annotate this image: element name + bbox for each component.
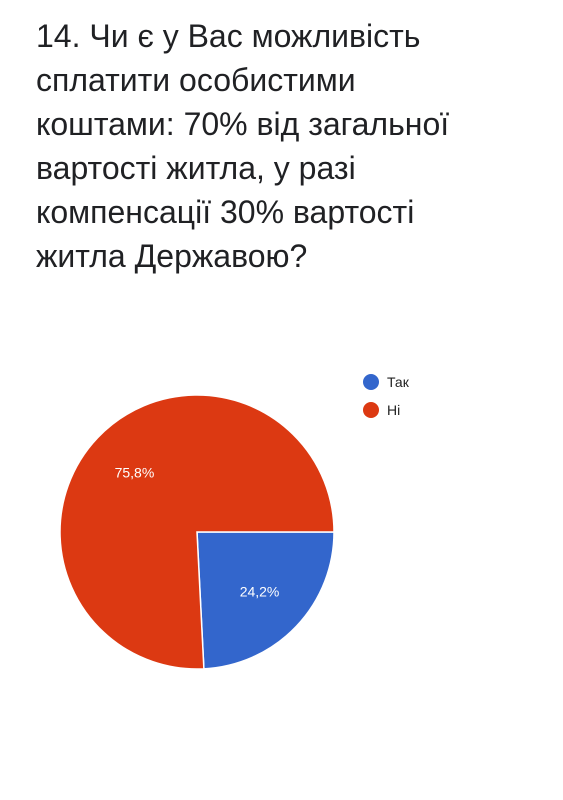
pie-slices: [59, 394, 335, 670]
question-line: житла Державою?: [36, 238, 308, 274]
pie-chart: 24,2% 75,8% Так Ні: [59, 374, 410, 670]
pie-slice-label: 75,8%: [115, 465, 155, 481]
chart-legend: Так Ні: [363, 374, 410, 418]
question-line: сплатити особистими: [36, 62, 356, 98]
question-line: вартості житла, у разі: [36, 150, 356, 186]
question-line: 14. Чи є у Вас можливість: [36, 18, 421, 54]
pie-slice-label: 24,2%: [240, 583, 280, 599]
question-line: компенсації 30% вартості: [36, 194, 415, 230]
legend-label: Ні: [387, 402, 400, 418]
pie-slice-0: [196, 531, 335, 670]
question-line: коштами: 70% від загальної: [36, 106, 450, 142]
pie-slice-1: [59, 394, 335, 670]
legend-swatch: [363, 374, 379, 390]
question-title: 14. Чи є у Вас можливість сплатити особи…: [36, 14, 536, 278]
pie-slice-labels: 24,2% 75,8%: [115, 465, 280, 600]
legend-swatch: [363, 402, 379, 418]
legend-label: Так: [387, 374, 410, 390]
